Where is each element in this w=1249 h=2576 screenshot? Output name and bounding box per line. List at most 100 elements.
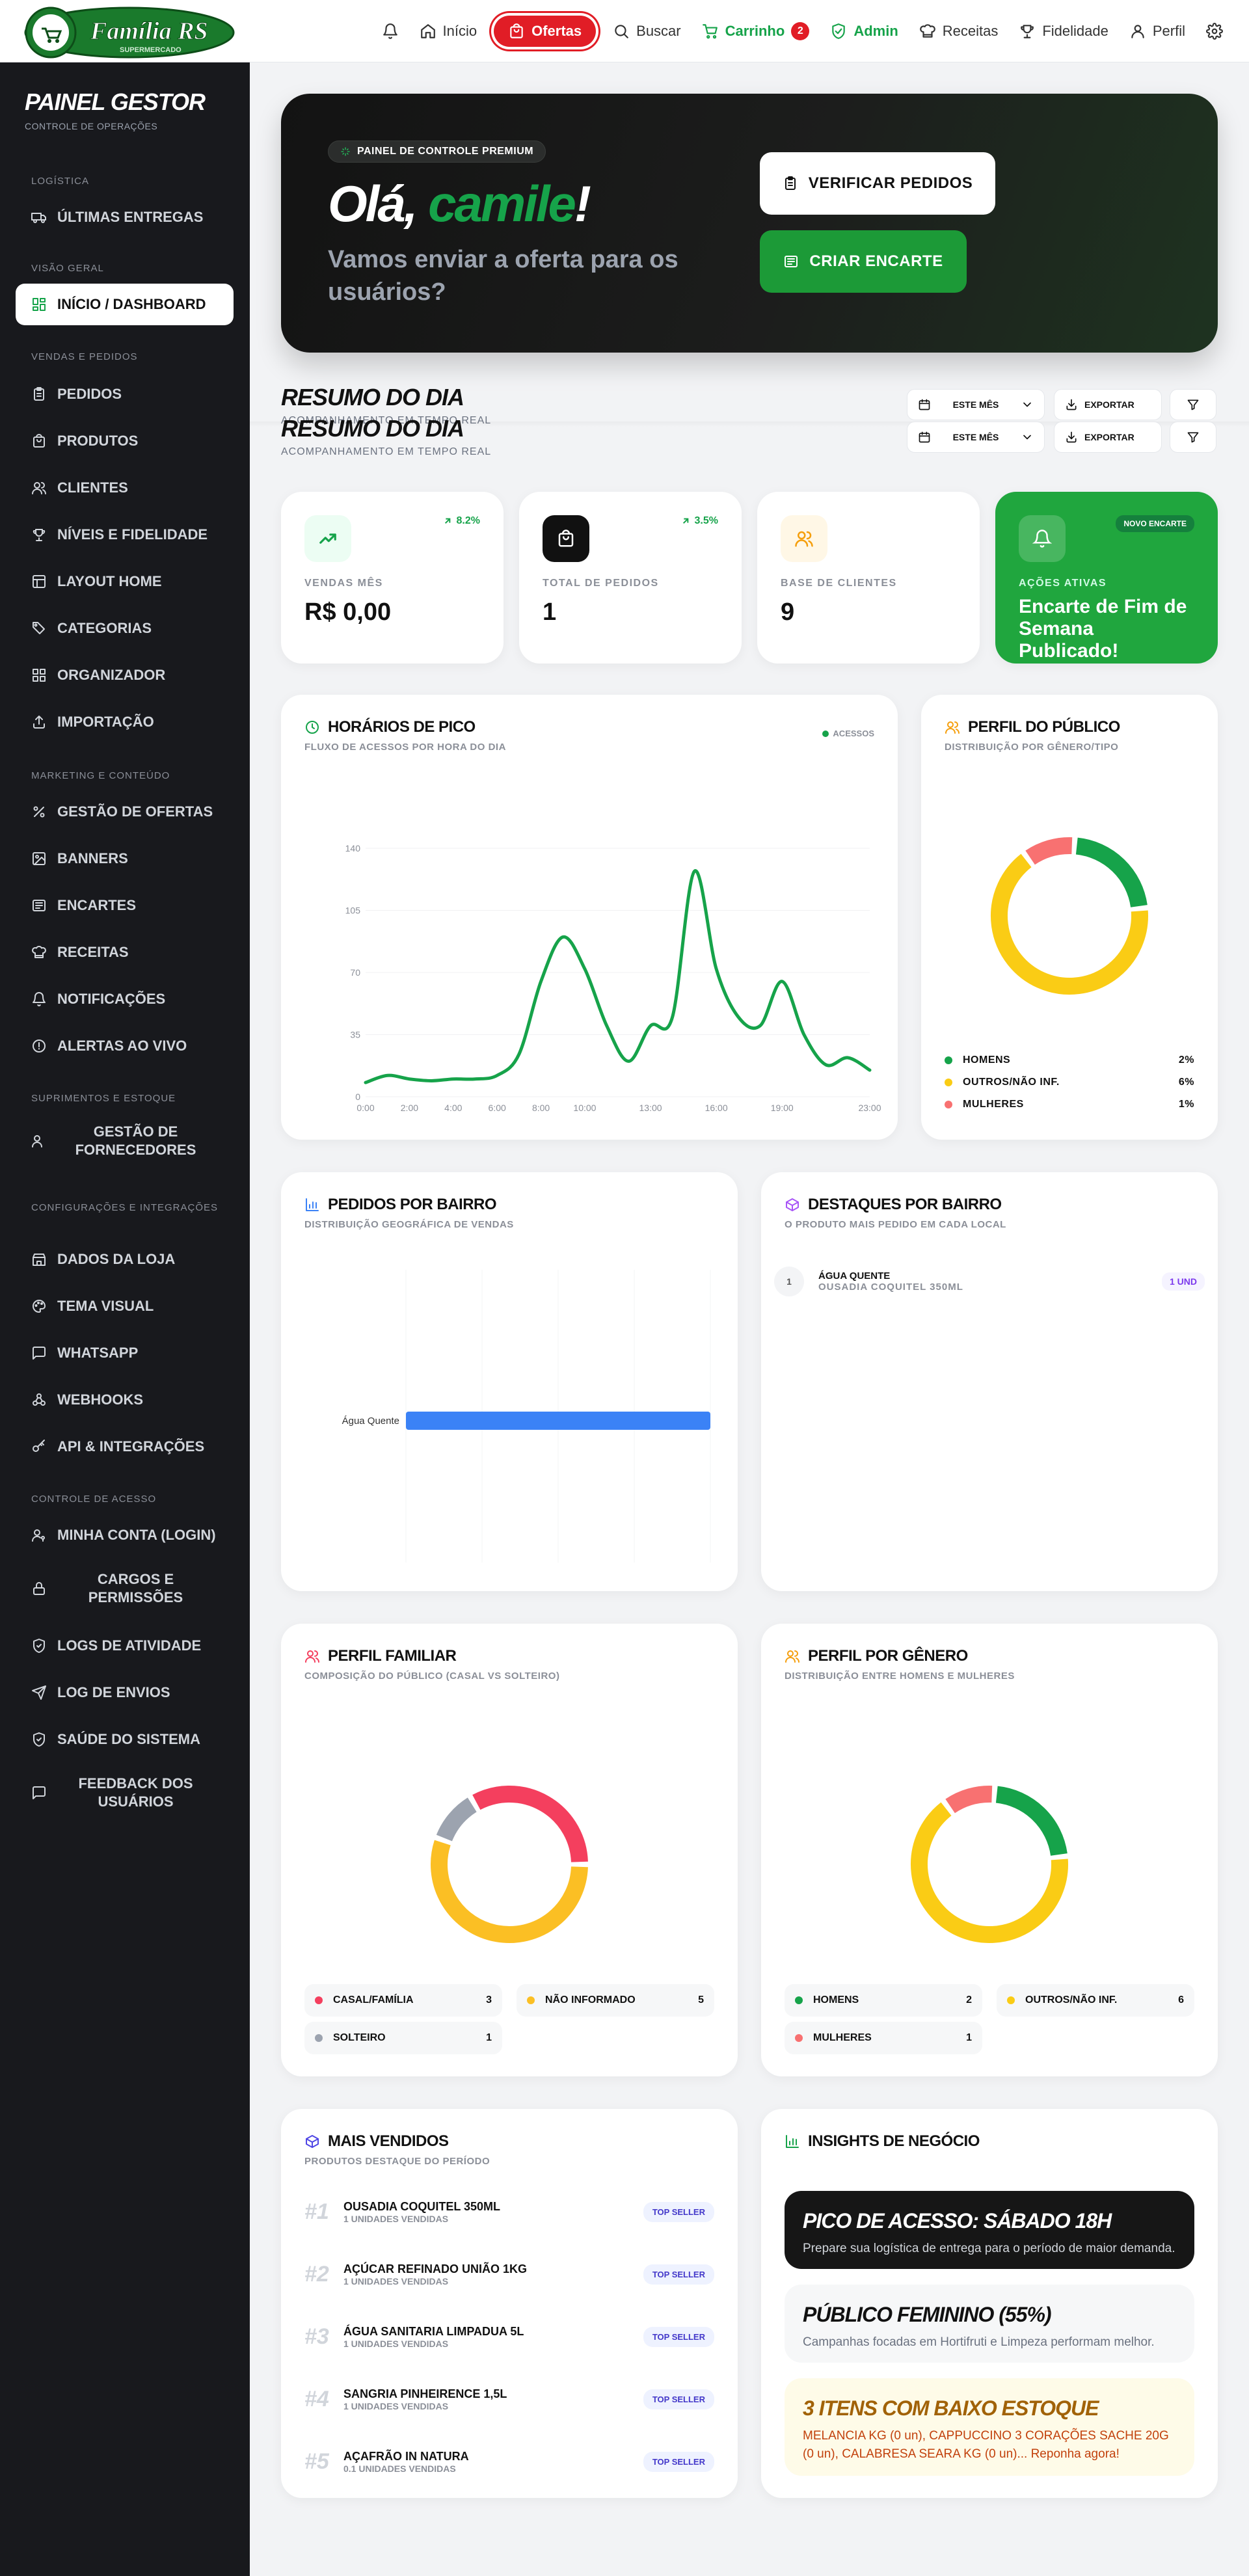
family-donut — [431, 1786, 588, 1943]
sidebar-item-importacao[interactable]: IMPORTAÇÃO — [16, 701, 234, 743]
sidebar-item-ultimas-entregas[interactable]: ÚLTIMAS ENTREGAS — [16, 196, 234, 238]
audience-title: PERFIL DO PÚBLICO — [945, 718, 1120, 736]
greeting-exclaim: ! — [574, 175, 591, 232]
users-icon — [781, 515, 827, 562]
resumo-subtitle: ACOMPANHAMENTO EM TEMPO REAL — [281, 415, 492, 426]
sidebar-item-api[interactable]: API & INTEGRAÇÕES — [16, 1426, 234, 1468]
seller-units: 1 UNIDADES VENDIDAS — [343, 2275, 449, 2287]
settings-button[interactable] — [1196, 16, 1233, 47]
legend-dot — [1007, 1996, 1015, 2004]
sidebar-item-label: FEEDBACK DOS USUÁRIOS — [78, 1775, 193, 1810]
nav-fidelidade[interactable]: Fidelidade — [1008, 16, 1119, 47]
sidebar-item-webhooks[interactable]: WEBHOOKS — [16, 1379, 234, 1421]
sidebar-item-clientes[interactable]: CLIENTES — [16, 467, 234, 509]
legend-pill-solteiro: SOLTEIRO 1 — [304, 2022, 502, 2054]
sidebar-item-label: CARGOS E PERMISSÕES — [88, 1571, 183, 1605]
sidebar-item-organizador[interactable]: ORGANIZADOR — [16, 654, 234, 696]
legend-pill-nao-informado: NÃO INFORMADO 5 — [517, 1984, 714, 2017]
sidebar-item-dados-loja[interactable]: DADOS DA LOJA — [16, 1239, 234, 1280]
sidebar-item-niveis[interactable]: NÍVEIS E FIDELIDADE — [16, 514, 234, 556]
best-seller-row[interactable]: #5 AÇAFRÃO IN NATURA 0.1 UNIDADES VENDIDAS… — [304, 2441, 714, 2482]
sidebar-item-notificacoes[interactable]: NOTIFICAÇÕES — [16, 978, 234, 1020]
legend-pill-casal: CASAL/FAMÍLIA 3 — [304, 1984, 502, 2017]
legend-dot — [315, 2034, 323, 2042]
sidebar-item-whatsapp[interactable]: WHATSAPP — [16, 1332, 234, 1374]
premium-badge-label: PAINEL DE CONTROLE PREMIUM — [357, 146, 534, 157]
highlight-qty-badge: 1 UND — [1161, 1272, 1205, 1291]
best-seller-row[interactable]: #1 OUSADIA COQUITEL 350ML 1 UNIDADES VENDI… — [304, 2191, 714, 2233]
sidebar-item-receitas[interactable]: RECEITAS — [16, 932, 234, 973]
sidebar-item-label: CLIENTES — [57, 479, 128, 496]
x-tick-label: 6:00 — [489, 1103, 506, 1113]
sidebar-item-saude-sistema[interactable]: SAÚDE DO SISTEMA — [16, 1719, 234, 1760]
verify-orders-button[interactable]: VERIFICAR PEDIDOS — [760, 152, 995, 215]
sidebar-item-minha-conta[interactable]: MINHA CONTA (LOGIN) — [16, 1514, 234, 1556]
nav-ofertas[interactable]: Ofertas — [494, 16, 597, 47]
x-tick-label: 0:00 — [356, 1103, 374, 1113]
resumo-title: RESUMO DO DIA — [281, 384, 464, 410]
highlight-row[interactable]: 1 ÁGUA QUENTE OUSADIA COQUITEL 350ML 1 U… — [774, 1262, 1205, 1301]
chart-title: PEDIDOS POR BAIRRO — [328, 1196, 497, 1213]
nav-carrinho[interactable]: Carrinho 2 — [692, 16, 820, 47]
export-button[interactable]: EXPORTAR — [1054, 389, 1162, 420]
top-seller-badge: TOP SELLER — [643, 2389, 714, 2409]
seller-name: ÁGUA SANITARIA LIMPADUA 5L — [343, 2324, 524, 2338]
admin-sidebar: PAINEL GESTOR CONTROLE DE OPERAÇÕES LOGÍ… — [0, 62, 250, 2576]
user-name: camile — [428, 175, 576, 232]
gear-icon — [1206, 23, 1223, 40]
upload-icon — [31, 714, 47, 730]
sidebar-item-encartes[interactable]: ENCARTES — [16, 885, 234, 926]
clipboard-icon — [31, 386, 47, 402]
filter-button-sticky[interactable] — [1170, 422, 1216, 453]
chart-subtitle: PRODUTOS DESTAQUE DO PERÍODO — [304, 2156, 490, 2167]
best-seller-row[interactable]: #4 SANGRIA PINHEIRENCE 1,5L 1 UNIDADES VEN… — [304, 2378, 714, 2420]
sidebar-item-produtos[interactable]: PRODUTOS — [16, 420, 234, 462]
sidebar-item-gestao-ofertas[interactable]: GESTÃO DE OFERTAS — [16, 791, 234, 833]
webhook-icon — [31, 1392, 47, 1408]
chart-title: PERFIL FAMILIAR — [328, 1647, 457, 1665]
store-logo[interactable]: Família RS SUPERMERCADO — [22, 4, 237, 60]
sidebar-item-feedback[interactable]: FEEDBACK DOS USUÁRIOS — [16, 1765, 234, 1820]
top-seller-badge: TOP SELLER — [643, 2326, 714, 2347]
sidebar-item-alertas[interactable]: ALERTAS AO VIVO — [16, 1025, 234, 1067]
sidebar-item-dashboard[interactable]: INÍCIO / DASHBOARD — [16, 284, 234, 325]
period-select-sticky[interactable]: ESTE MÊS — [907, 422, 1045, 453]
best-seller-row[interactable]: #3 ÁGUA SANITARIA LIMPADUA 5L 1 UNIDADES V… — [304, 2316, 714, 2357]
chart-title: MAIS VENDIDOS — [328, 2132, 449, 2150]
notifications-button[interactable] — [371, 16, 409, 47]
sidebar-item-label: ENCARTES — [57, 897, 137, 913]
section-marketing: MARKETING E CONTEÚDO — [31, 770, 170, 781]
sidebar-item-pedidos[interactable]: PEDIDOS — [16, 373, 234, 415]
sidebar-item-banners[interactable]: BANNERS — [16, 838, 234, 879]
legend-dot — [945, 1101, 952, 1108]
calendar-icon — [918, 398, 931, 411]
sidebar-item-label: NOTIFICAÇÕES — [57, 991, 166, 1007]
sidebar-item-cargos[interactable]: CARGOS E PERMISSÕES — [16, 1561, 234, 1616]
sidebar-item-fornecedores[interactable]: GESTÃO DE FORNECEDORES — [16, 1114, 234, 1168]
sidebar-item-logs-atividade[interactable]: LOGS DE ATIVIDADE — [16, 1625, 234, 1667]
action-card-encarte[interactable]: NOVO ENCARTE AÇÕES ATIVAS Encarte de Fim… — [995, 492, 1218, 664]
legend-label: NÃO INFORMADO — [545, 1994, 636, 2006]
create-encarte-button[interactable]: CRIAR ENCARTE — [760, 230, 967, 293]
tag-icon — [31, 621, 47, 636]
export-button-sticky[interactable]: EXPORTAR — [1054, 422, 1162, 453]
sidebar-item-label: GESTÃO DE FORNECEDORES — [75, 1123, 196, 1158]
stat-trend-value: 8.2% — [456, 515, 480, 526]
nav-inicio[interactable]: Início — [409, 16, 488, 47]
sidebar-item-tema-visual[interactable]: TEMA VISUAL — [16, 1285, 234, 1327]
nav-perfil[interactable]: Perfil — [1119, 16, 1196, 47]
nav-buscar[interactable]: Buscar — [602, 16, 691, 47]
nav-receitas[interactable]: Receitas — [909, 16, 1009, 47]
best-seller-row[interactable]: #2 AÇÚCAR REFINADO UNIÃO 1KG 1 UNIDADES VE… — [304, 2253, 714, 2295]
sidebar-item-log-envios[interactable]: LOG DE ENVIOS — [16, 1672, 234, 1713]
sidebar-item-categorias[interactable]: CATEGORIAS — [16, 608, 234, 649]
filter-icon — [1187, 431, 1200, 444]
period-select[interactable]: ESTE MÊS — [907, 389, 1045, 420]
sidebar-item-layout-home[interactable]: LAYOUT HOME — [16, 561, 234, 602]
seller-name: AÇAFRÃO IN NATURA — [343, 2449, 469, 2463]
nav-admin[interactable]: Admin — [820, 16, 908, 47]
sidebar-item-label: LOG DE ENVIOS — [57, 1684, 170, 1700]
filter-button[interactable] — [1170, 389, 1216, 420]
seller-rank: #2 — [304, 2261, 329, 2287]
best-sellers-title: MAIS VENDIDOS — [304, 2132, 449, 2151]
